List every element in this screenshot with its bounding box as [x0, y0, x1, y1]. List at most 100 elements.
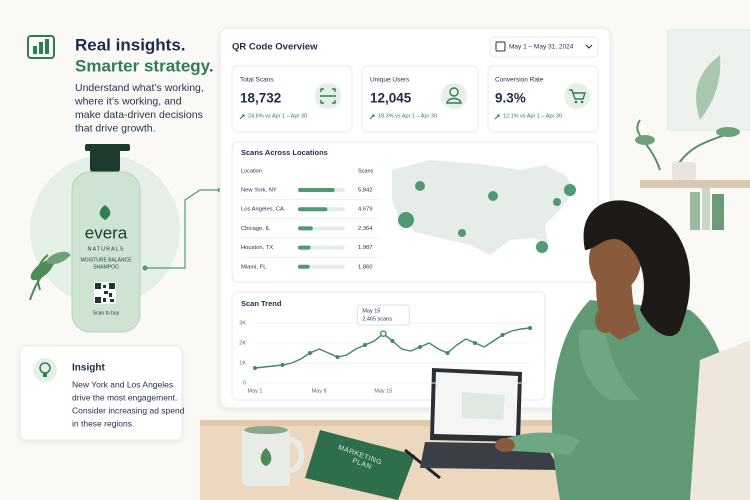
column-header: Scans — [358, 168, 374, 174]
date-range[interactable]: May 1 – May 31, 2024 — [509, 44, 574, 51]
kpi-value: 9.3% — [495, 91, 526, 106]
kpi-label: Conversion Rate — [495, 77, 544, 84]
bar — [298, 264, 310, 269]
trend-point — [253, 366, 257, 370]
hero-body-line: that drive growth. — [75, 122, 156, 134]
plant-leaf — [46, 251, 70, 265]
chevron-icon — [585, 44, 593, 49]
kpi-card — [361, 65, 479, 133]
insight-body-line: in these regions. — [72, 418, 134, 428]
kpi-icon — [441, 83, 467, 109]
x-tick-label: May 1 — [248, 388, 263, 394]
hero-title: Real insights. — [75, 35, 186, 54]
bar — [298, 207, 328, 212]
kpi-change: 12.1% vs Apr 1 – Apr 30 — [503, 113, 562, 119]
shelf-book — [702, 188, 710, 230]
bottle-pump — [90, 148, 120, 172]
hero-body-line: make data-driven decisions — [75, 109, 203, 121]
connector-line — [145, 189, 220, 269]
map-marker — [398, 212, 414, 228]
insight-title: Insight — [72, 363, 105, 374]
mug-handle — [289, 437, 305, 473]
shelf — [640, 180, 750, 188]
insight-body-line: drive the most engagement. — [72, 392, 177, 402]
kpi-value: 12,045 — [370, 91, 412, 106]
trend-point — [528, 326, 532, 330]
scans-value: 4,679 — [358, 207, 373, 213]
qr-code — [94, 282, 116, 304]
trend-up-icon — [369, 114, 375, 120]
bottle-pump-head — [85, 144, 130, 151]
us-map — [392, 160, 575, 255]
bottle — [71, 171, 141, 333]
trend-title: Scan Trend — [241, 299, 282, 308]
scans-value: 1,987 — [358, 245, 373, 251]
shelf-plant-leaf — [716, 127, 740, 137]
product-cta: Scan to buy — [93, 310, 120, 316]
product-brand: evera — [85, 223, 128, 242]
shelf-pot — [672, 162, 696, 180]
location-name: Houston, TX — [241, 245, 273, 251]
bar — [298, 226, 313, 231]
x-tick-label: May 15 — [374, 388, 392, 394]
kpi-icon — [564, 83, 590, 109]
date-picker[interactable] — [489, 36, 599, 58]
tooltip-point — [380, 330, 387, 338]
map-marker — [458, 229, 466, 237]
bar — [298, 245, 311, 250]
hero-body-line: Understand what’s working, — [75, 82, 204, 94]
scans-value: 2,364 — [358, 226, 373, 232]
laptop-display-map — [462, 392, 505, 420]
insight-icon — [33, 358, 57, 382]
trend-point — [418, 345, 422, 349]
map-marker — [415, 181, 425, 191]
tooltip-date: May 15 — [362, 308, 380, 314]
location-name: Chicago, IL — [241, 226, 271, 232]
insight-body-line: Consider increasing ad spend — [72, 405, 185, 415]
trend-point — [308, 351, 312, 355]
insight-body-line: New York and Los Angeles — [72, 379, 173, 389]
chair — [690, 340, 750, 500]
map-markers — [398, 181, 576, 253]
y-tick-label: 0 — [243, 380, 246, 386]
trend-point — [500, 333, 505, 337]
kpi-change: 24.6% vs Apr 1 – Apr 30 — [248, 113, 307, 119]
y-tick-label: 3K — [239, 320, 246, 326]
person — [495, 200, 737, 500]
map-marker — [488, 191, 498, 201]
trend-point — [335, 355, 340, 359]
map-marker — [553, 198, 561, 206]
trend-point — [390, 339, 395, 343]
locations-title: Scans Across Locations — [241, 148, 328, 157]
location-name: Los Angeles, CA — [241, 207, 284, 213]
kpi-value: 18,732 — [240, 91, 281, 106]
map-marker — [536, 241, 548, 253]
product-line: NATURALS — [88, 246, 125, 252]
trend-point — [280, 363, 285, 367]
connector-dot — [142, 265, 148, 271]
product-name: SHAMPOO — [93, 264, 119, 270]
bottle-logo — [99, 205, 111, 220]
kpi-card — [231, 65, 353, 133]
location-name: Miami, FL — [241, 264, 267, 270]
tooltip-label: 2,465 scans — [362, 316, 392, 322]
mug-leaf — [260, 448, 272, 466]
bar — [298, 188, 335, 192]
frame-leaf — [696, 55, 721, 120]
scans-value: 1,860 — [358, 264, 373, 270]
trend-up-icon — [239, 114, 245, 120]
x-tick-label: May 8 — [312, 388, 327, 394]
shelf-book — [712, 194, 724, 230]
hero-body-line: where it’s working, and — [74, 95, 182, 107]
notebook — [305, 430, 415, 500]
y-tick-label: 1K — [239, 360, 246, 366]
trend-up-icon — [494, 114, 500, 120]
column-header: Location — [241, 168, 262, 174]
trend-point — [445, 351, 450, 355]
shelf-book — [690, 192, 700, 230]
kpi-card — [487, 65, 599, 133]
product-name: MOISTURE BALANCE — [80, 257, 132, 263]
y-tick-label: 2K — [239, 340, 246, 346]
kpi-change: 18.3% vs Apr 1 – Apr 30 — [378, 113, 437, 119]
